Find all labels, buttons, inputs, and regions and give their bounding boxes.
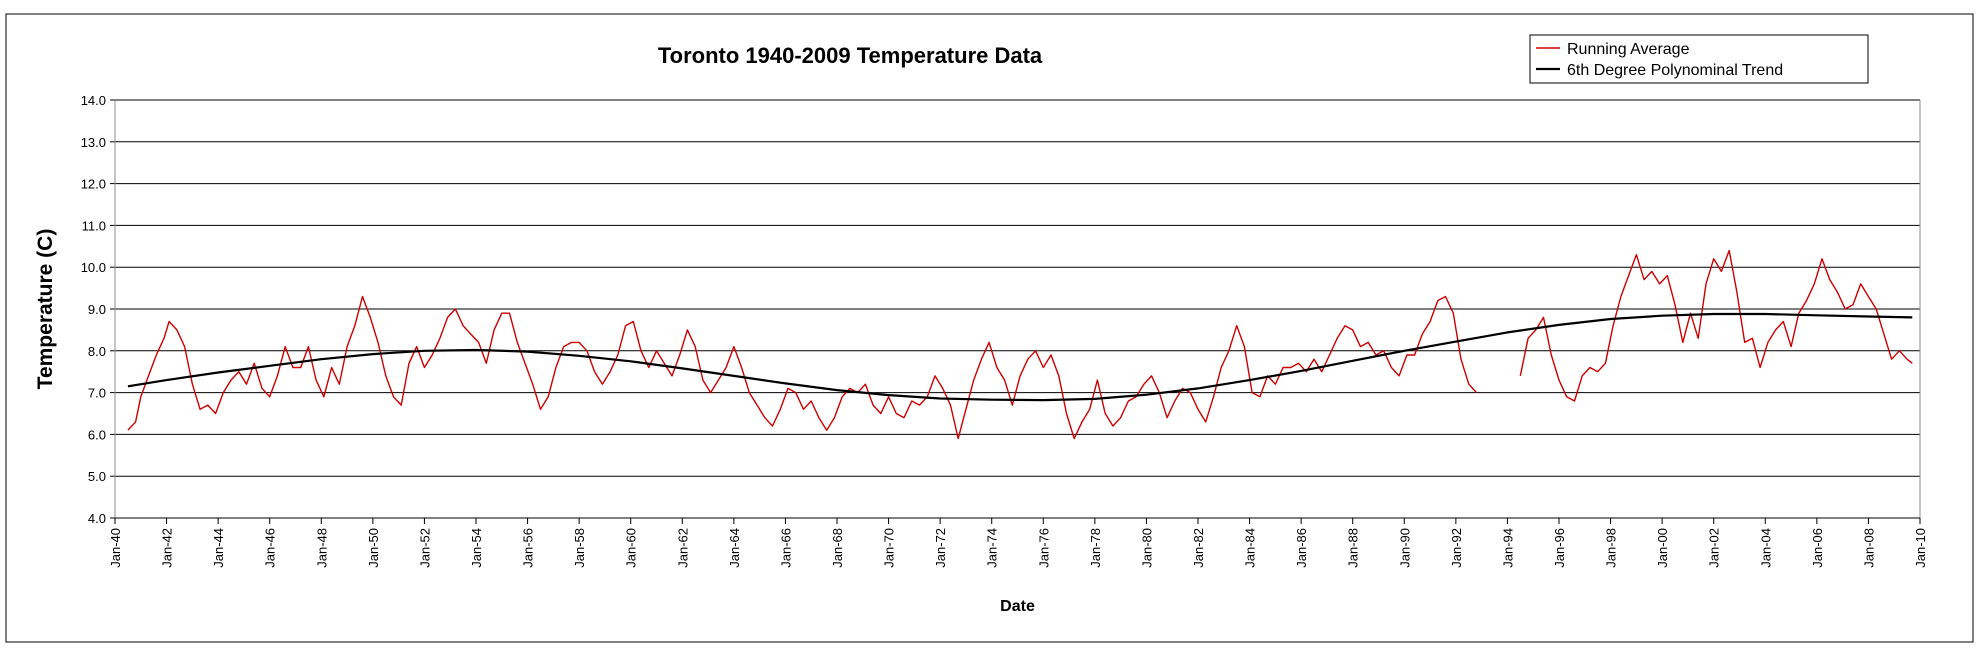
running-average-line-segment-2 xyxy=(1519,249,1913,402)
y-tick-label-9.0: 9.0 xyxy=(88,302,106,317)
x-tick-label-Jan-90: Jan-90 xyxy=(1397,528,1412,568)
x-tick-label-Jan-56: Jan-56 xyxy=(521,528,536,568)
y-tick-label-10.0: 10.0 xyxy=(81,260,106,275)
y-tick-label-5.0: 5.0 xyxy=(88,469,106,484)
x-tick-label-Jan-10: Jan-10 xyxy=(1913,528,1928,568)
y-tick-label-6.0: 6.0 xyxy=(88,427,106,442)
y-tick-label-7.0: 7.0 xyxy=(88,386,106,401)
x-tick-label-Jan-98: Jan-98 xyxy=(1604,528,1619,568)
x-tick-label-Jan-54: Jan-54 xyxy=(469,528,484,568)
x-tick-label-Jan-82: Jan-82 xyxy=(1191,528,1206,568)
x-tick-label-Jan-62: Jan-62 xyxy=(675,528,690,568)
x-tick-label-Jan-68: Jan-68 xyxy=(830,528,845,568)
x-axis-title: Date xyxy=(1000,598,1035,615)
x-tick-label-Jan-84: Jan-84 xyxy=(1243,528,1258,568)
chart-frame xyxy=(5,13,1974,643)
y-tick-label-8.0: 8.0 xyxy=(88,344,106,359)
x-tick-label-Jan-64: Jan-64 xyxy=(727,528,742,568)
legend-box xyxy=(1529,34,1869,84)
legend-label-polynomial-trend: 6th Degree Polynominal Trend xyxy=(1567,62,1783,79)
x-tick-label-Jan-46: Jan-46 xyxy=(263,528,278,568)
x-tick-label-Jan-92: Jan-92 xyxy=(1449,528,1464,568)
legend-label-running-average: Running Average xyxy=(1567,41,1690,58)
x-tick-label-Jan-70: Jan-70 xyxy=(882,528,897,568)
x-tick-label-Jan-40: Jan-40 xyxy=(108,528,123,568)
x-tick-label-Jan-50: Jan-50 xyxy=(366,528,381,568)
x-tick-label-Jan-76: Jan-76 xyxy=(1036,528,1051,568)
y-tick-label-12.0: 12.0 xyxy=(81,177,106,192)
x-tick-label-Jan-06: Jan-06 xyxy=(1810,528,1825,568)
x-tick-label-Jan-52: Jan-52 xyxy=(417,528,432,568)
chart-title: Toronto 1940-2009 Temperature Data xyxy=(658,43,1043,68)
x-tick-label-Jan-74: Jan-74 xyxy=(985,528,1000,568)
x-tick-label-Jan-02: Jan-02 xyxy=(1707,528,1722,568)
y-axis-title: Temperature (C) xyxy=(34,229,57,390)
y-tick-label-11.0: 11.0 xyxy=(82,218,106,233)
x-tick-label-Jan-60: Jan-60 xyxy=(624,528,639,568)
x-tick-label-Jan-08: Jan-08 xyxy=(1861,528,1876,568)
x-tick-label-Jan-42: Jan-42 xyxy=(160,528,175,568)
y-tick-label-4.0: 4.0 xyxy=(88,511,106,526)
x-tick-label-Jan-58: Jan-58 xyxy=(572,528,587,568)
x-tick-label-Jan-94: Jan-94 xyxy=(1500,528,1515,568)
x-tick-label-Jan-96: Jan-96 xyxy=(1552,528,1567,568)
y-tick-label-13.0: 13.0 xyxy=(81,135,106,150)
x-tick-label-Jan-04: Jan-04 xyxy=(1758,528,1773,568)
x-tick-label-Jan-72: Jan-72 xyxy=(933,528,948,568)
x-tick-label-Jan-80: Jan-80 xyxy=(1139,528,1154,568)
y-tick-label-14.0: 14.0 xyxy=(81,93,106,108)
x-tick-label-Jan-00: Jan-00 xyxy=(1655,528,1670,568)
polynomial-trend-line xyxy=(127,312,1913,402)
x-tick-label-Jan-88: Jan-88 xyxy=(1346,528,1361,568)
x-tick-label-Jan-66: Jan-66 xyxy=(778,528,793,568)
x-tick-label-Jan-44: Jan-44 xyxy=(211,528,226,568)
x-tick-label-Jan-48: Jan-48 xyxy=(314,528,329,568)
running-average-line-segment-1 xyxy=(127,295,1478,440)
x-tick-label-Jan-86: Jan-86 xyxy=(1294,528,1309,568)
x-tick-label-Jan-78: Jan-78 xyxy=(1088,528,1103,568)
